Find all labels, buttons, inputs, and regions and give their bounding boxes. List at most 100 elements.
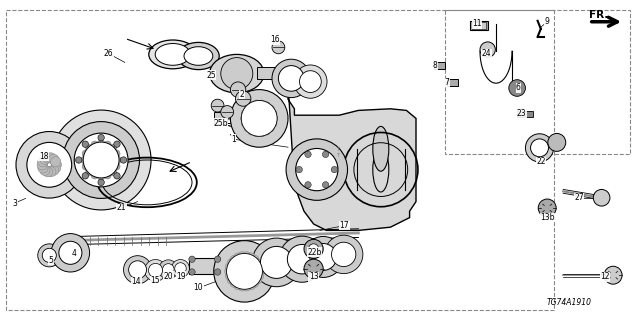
Bar — [470, 21, 488, 30]
Circle shape — [310, 244, 337, 270]
Text: 23: 23 — [516, 109, 527, 118]
Text: 8: 8 — [433, 61, 438, 70]
Circle shape — [214, 241, 275, 302]
Circle shape — [480, 42, 495, 57]
Circle shape — [253, 259, 262, 268]
Circle shape — [51, 156, 61, 167]
Circle shape — [129, 261, 147, 279]
Circle shape — [189, 256, 195, 262]
Circle shape — [81, 156, 89, 164]
Circle shape — [248, 127, 256, 135]
Circle shape — [221, 58, 253, 90]
Text: 26: 26 — [104, 49, 114, 58]
Circle shape — [250, 278, 259, 287]
Circle shape — [531, 139, 548, 157]
Circle shape — [172, 260, 189, 277]
Circle shape — [509, 80, 525, 96]
Circle shape — [82, 172, 88, 179]
Bar — [434, 62, 445, 69]
Polygon shape — [288, 83, 416, 230]
Text: 20: 20 — [163, 272, 173, 281]
Circle shape — [548, 133, 566, 151]
Text: 15: 15 — [150, 276, 160, 285]
Text: 17: 17 — [339, 221, 349, 230]
Circle shape — [305, 151, 311, 157]
Circle shape — [114, 141, 120, 148]
Circle shape — [258, 100, 266, 108]
Text: 22: 22 — [536, 157, 545, 166]
Circle shape — [296, 148, 338, 191]
Circle shape — [86, 145, 93, 152]
Circle shape — [253, 275, 262, 284]
Text: 4: 4 — [71, 249, 76, 258]
Circle shape — [241, 100, 277, 136]
Circle shape — [221, 106, 234, 118]
Circle shape — [303, 236, 344, 277]
Circle shape — [286, 139, 348, 200]
Circle shape — [74, 133, 128, 187]
Circle shape — [253, 129, 260, 137]
Circle shape — [82, 150, 90, 157]
Bar — [517, 111, 533, 117]
Circle shape — [263, 127, 270, 135]
Circle shape — [43, 166, 53, 177]
Circle shape — [593, 189, 610, 206]
Text: 3: 3 — [12, 199, 17, 208]
Circle shape — [124, 256, 152, 284]
Circle shape — [246, 281, 255, 290]
Circle shape — [189, 269, 195, 275]
Text: 13: 13 — [308, 272, 319, 281]
Circle shape — [120, 157, 127, 163]
Text: 2: 2 — [239, 90, 244, 99]
Circle shape — [37, 160, 47, 170]
Text: 22b: 22b — [308, 248, 322, 257]
Bar — [257, 67, 283, 79]
Circle shape — [211, 99, 224, 112]
Circle shape — [114, 172, 120, 179]
Ellipse shape — [372, 147, 388, 192]
Circle shape — [230, 90, 288, 147]
Circle shape — [97, 172, 105, 180]
Circle shape — [83, 142, 119, 178]
Bar — [447, 79, 458, 86]
Ellipse shape — [178, 42, 220, 70]
Circle shape — [49, 154, 59, 164]
Circle shape — [104, 171, 111, 179]
Circle shape — [255, 262, 264, 271]
Text: 13b: 13b — [540, 213, 554, 222]
Circle shape — [244, 124, 252, 132]
Text: 27: 27 — [574, 193, 584, 202]
Circle shape — [323, 182, 329, 188]
Text: 9: 9 — [545, 17, 550, 26]
Circle shape — [267, 124, 275, 132]
Circle shape — [323, 151, 329, 157]
Circle shape — [230, 278, 239, 287]
Circle shape — [332, 166, 338, 173]
Circle shape — [51, 110, 151, 210]
Circle shape — [225, 267, 234, 276]
Circle shape — [238, 282, 247, 291]
Circle shape — [270, 115, 278, 122]
Circle shape — [272, 41, 285, 54]
Circle shape — [269, 120, 277, 127]
Circle shape — [230, 82, 246, 97]
Text: 10: 10 — [193, 284, 204, 292]
Circle shape — [269, 109, 277, 117]
Circle shape — [242, 282, 251, 291]
Circle shape — [230, 255, 239, 264]
Circle shape — [227, 259, 236, 268]
Text: 25: 25 — [206, 71, 216, 80]
Circle shape — [258, 129, 266, 137]
Ellipse shape — [149, 40, 197, 69]
Circle shape — [59, 241, 82, 264]
Circle shape — [63, 122, 140, 198]
Text: 18: 18 — [39, 152, 48, 161]
Circle shape — [82, 163, 90, 170]
Circle shape — [294, 65, 327, 98]
Bar — [445, 10, 630, 154]
Bar — [357, 149, 405, 190]
Circle shape — [40, 165, 50, 175]
Circle shape — [175, 263, 186, 274]
Circle shape — [91, 171, 99, 179]
Circle shape — [279, 236, 325, 282]
